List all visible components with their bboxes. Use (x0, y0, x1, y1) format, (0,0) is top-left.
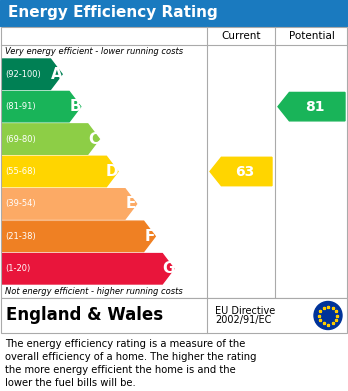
Text: The energy efficiency rating is a measure of the: The energy efficiency rating is a measur… (5, 339, 245, 349)
Polygon shape (210, 157, 272, 186)
Polygon shape (2, 254, 174, 284)
Text: D: D (106, 164, 119, 179)
Text: B: B (69, 99, 81, 114)
Text: 81: 81 (306, 100, 325, 114)
Text: A: A (50, 67, 62, 82)
Text: (69-80): (69-80) (5, 135, 36, 143)
Text: (92-100): (92-100) (5, 70, 41, 79)
Polygon shape (2, 91, 81, 122)
Text: (81-91): (81-91) (5, 102, 35, 111)
Text: 2002/91/EC: 2002/91/EC (215, 316, 271, 325)
Text: the more energy efficient the home is and the: the more energy efficient the home is an… (5, 365, 236, 375)
Text: England & Wales: England & Wales (6, 307, 163, 325)
Text: EU Directive: EU Directive (215, 307, 275, 316)
Bar (1, 27, 347, 298)
Text: Current: Current (221, 31, 261, 41)
Text: (1-20): (1-20) (5, 264, 30, 273)
Text: lower the fuel bills will be.: lower the fuel bills will be. (5, 378, 136, 388)
Polygon shape (2, 221, 155, 251)
Text: E: E (126, 196, 136, 212)
Polygon shape (2, 189, 137, 219)
Text: (39-54): (39-54) (5, 199, 35, 208)
Text: Very energy efficient - lower running costs: Very energy efficient - lower running co… (5, 47, 183, 56)
Polygon shape (2, 156, 118, 187)
Bar (1, 298, 347, 333)
Text: overall efficiency of a home. The higher the rating: overall efficiency of a home. The higher… (5, 352, 256, 362)
Text: Potential: Potential (288, 31, 334, 41)
Text: F: F (144, 229, 155, 244)
Text: (21-38): (21-38) (5, 232, 36, 241)
Polygon shape (2, 59, 62, 90)
Text: (55-68): (55-68) (5, 167, 36, 176)
Text: Not energy efficient - higher running costs: Not energy efficient - higher running co… (5, 287, 183, 296)
Bar (0, 0, 348, 26)
Polygon shape (2, 124, 100, 154)
Text: C: C (88, 131, 99, 147)
Circle shape (314, 301, 342, 330)
Polygon shape (278, 92, 345, 121)
Text: G: G (162, 261, 174, 276)
Text: 63: 63 (235, 165, 254, 179)
Text: Energy Efficiency Rating: Energy Efficiency Rating (8, 5, 218, 20)
